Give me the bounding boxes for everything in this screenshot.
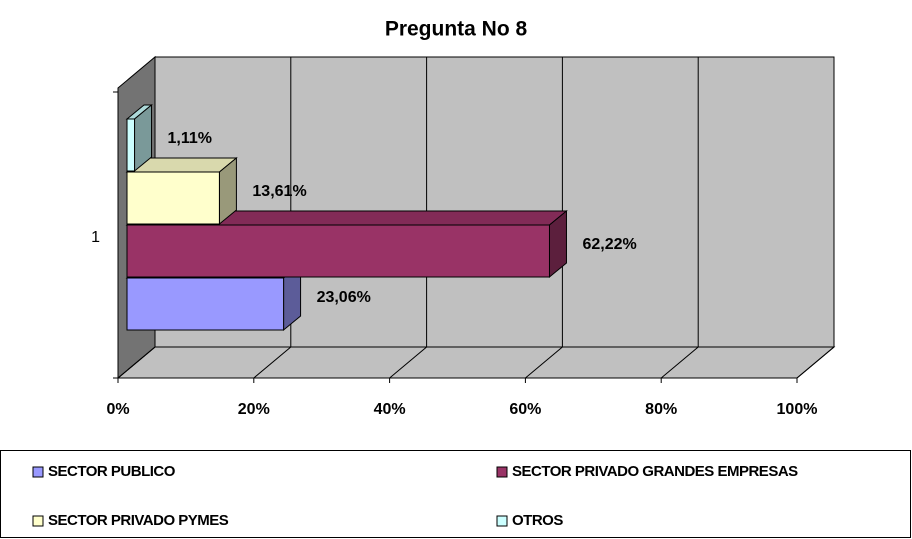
legend-label: SECTOR PRIVADO GRANDES EMPRESAS — [512, 463, 798, 480]
y-tick-label: 1 — [91, 229, 100, 246]
floor — [116, 346, 836, 379]
data-label: 13,61% — [252, 183, 306, 200]
bar-front — [126, 118, 136, 172]
x-tick-label: 20% — [238, 401, 270, 418]
bar — [125, 156, 238, 226]
chart-title: Pregunta No 8 — [385, 18, 528, 41]
x-tick-label: 80% — [645, 401, 677, 418]
bar-front — [126, 171, 220, 225]
grid-line — [389, 57, 428, 379]
legend-box — [0, 450, 911, 538]
grid-line — [117, 57, 156, 379]
data-label: 23,06% — [317, 289, 371, 306]
bar — [125, 209, 568, 279]
grid-line — [253, 57, 292, 379]
bar-front — [126, 277, 285, 331]
legend-label: SECTOR PRIVADO PYMES — [48, 512, 229, 529]
x-tick-label: 100% — [777, 401, 818, 418]
legend-swatch — [496, 466, 508, 478]
x-tick-label: 40% — [374, 401, 406, 418]
grid-line — [525, 57, 563, 379]
bar — [125, 103, 153, 173]
legend-label: SECTOR PUBLICO — [48, 463, 176, 480]
bar-front — [126, 224, 550, 278]
x-tick-label: 60% — [509, 401, 541, 418]
grid-line — [660, 57, 699, 379]
legend-label: OTROS — [512, 512, 563, 529]
data-label: 1,11% — [168, 130, 212, 147]
data-label: 62,22% — [582, 236, 636, 253]
legend-swatch — [32, 466, 44, 478]
x-tick-label: 0% — [106, 401, 129, 418]
grid-line — [796, 57, 835, 379]
legend-swatch — [32, 515, 44, 527]
legend-swatch — [496, 515, 508, 527]
